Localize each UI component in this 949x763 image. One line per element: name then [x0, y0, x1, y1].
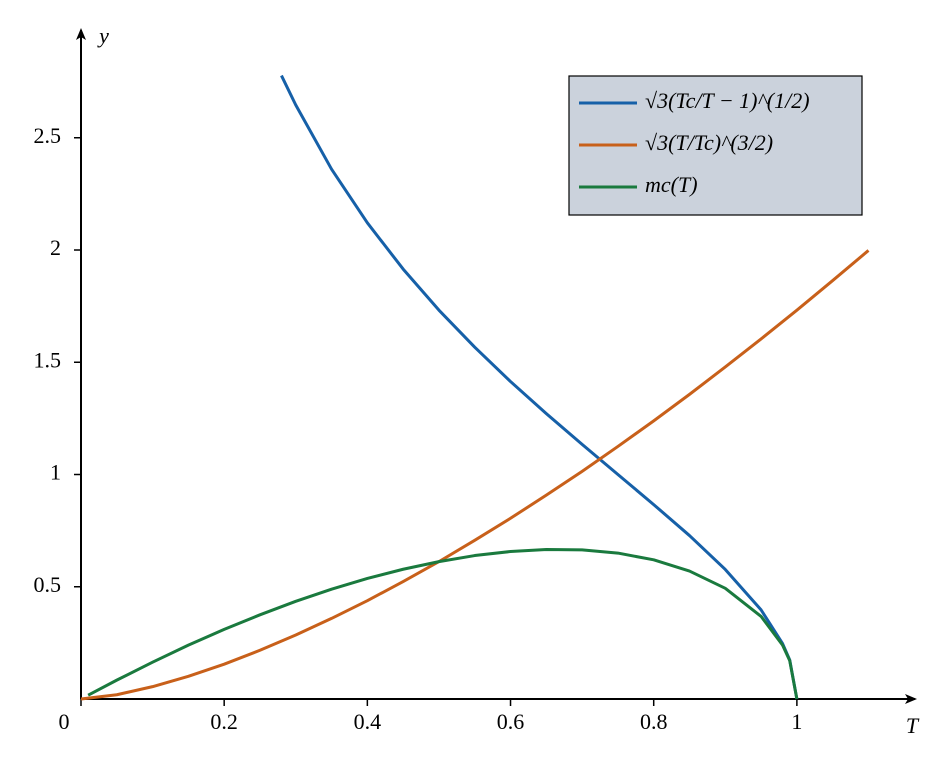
y-tick-label: 1.5: [34, 347, 62, 372]
legend-label: mc(T): [645, 172, 698, 197]
series-line: [280, 74, 799, 700]
y-tick-label: 0.5: [34, 572, 62, 597]
x-tick-label: 0.8: [640, 709, 668, 734]
legend-label: √3(T/Tc)^(3/2): [645, 130, 773, 155]
series-line: [80, 249, 870, 701]
y-tick-label: 1: [50, 460, 61, 485]
x-tick-label: 0: [59, 709, 70, 734]
y-tick-label: 2: [50, 235, 61, 260]
y-tick-label: 2.5: [34, 123, 62, 148]
x-tick-label: 1: [791, 709, 802, 734]
x-tick-label: 0.4: [354, 709, 382, 734]
x-tick-label: 0.2: [210, 709, 238, 734]
legend: √3(Tc/T − 1)^(1/2) √3(T/Tc)^(3/2) mc(T): [568, 75, 863, 216]
x-tick-label: 0.6: [497, 709, 525, 734]
legend-label: √3(Tc/T − 1)^(1/2): [645, 88, 810, 113]
x-axis-label: T: [906, 713, 920, 738]
y-axis-label: y: [97, 23, 109, 48]
series-line: [87, 547, 799, 700]
